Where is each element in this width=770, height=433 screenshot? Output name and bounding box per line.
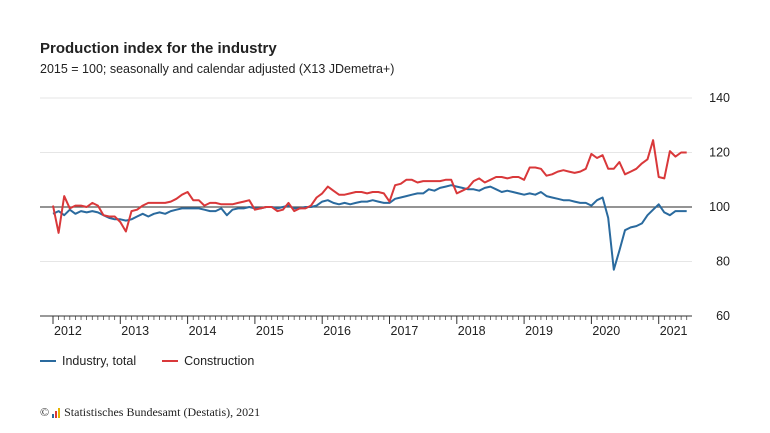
y-axis: 60 80 100 120 140 bbox=[709, 91, 730, 323]
y-tick-label: 140 bbox=[709, 91, 730, 105]
source-note: © Statistisches Bundesamt (Destatis), 20… bbox=[40, 405, 260, 420]
x-tick-label: 2021 bbox=[660, 324, 688, 338]
legend-item-construction: Construction bbox=[162, 354, 254, 368]
copyright-symbol: © bbox=[40, 405, 50, 419]
series-line-industry bbox=[52, 184, 687, 271]
destatis-logo-icon bbox=[52, 407, 61, 418]
y-tick-label: 100 bbox=[709, 200, 730, 214]
x-tick-label: 2015 bbox=[256, 324, 284, 338]
line-chart: 2012 2013 2014 2015 2016 2017 2018 2019 2020 2021… bbox=[40, 91, 730, 338]
x-tick-label: 2014 bbox=[189, 324, 217, 338]
legend-swatch-construction bbox=[162, 360, 179, 362]
legend-swatch-industry bbox=[40, 360, 56, 362]
x-tick-label: 2018 bbox=[458, 324, 486, 338]
legend: Industry, total Construction bbox=[40, 354, 280, 368]
x-tick-label: 2017 bbox=[391, 324, 419, 338]
series-line-construction bbox=[52, 139, 687, 234]
gridlines bbox=[40, 97, 692, 317]
legend-label-industry: Industry, total bbox=[62, 354, 137, 368]
x-tick-label: 2013 bbox=[121, 324, 149, 338]
legend-item-industry: Industry, total bbox=[40, 354, 136, 368]
x-tick-label: 2019 bbox=[525, 324, 553, 338]
x-axis: 2012 2013 2014 2015 2016 2017 2018 2019 2020 2021 bbox=[40, 315, 692, 338]
x-tick-label: 2012 bbox=[54, 324, 82, 338]
x-tick-label: 2020 bbox=[592, 324, 620, 338]
x-tick-label: 2016 bbox=[323, 324, 351, 338]
chart-subtitle: 2015 = 100; seasonally and calendar adju… bbox=[40, 62, 395, 76]
chart-title: Production index for the industry bbox=[40, 40, 277, 57]
series-lines bbox=[52, 139, 687, 271]
source-text: Statistisches Bundesamt (Destatis), 2021 bbox=[64, 405, 261, 419]
y-tick-label: 80 bbox=[716, 255, 730, 269]
y-tick-label: 60 bbox=[716, 309, 730, 323]
legend-label-construction: Construction bbox=[184, 354, 255, 368]
y-tick-label: 120 bbox=[709, 146, 730, 160]
